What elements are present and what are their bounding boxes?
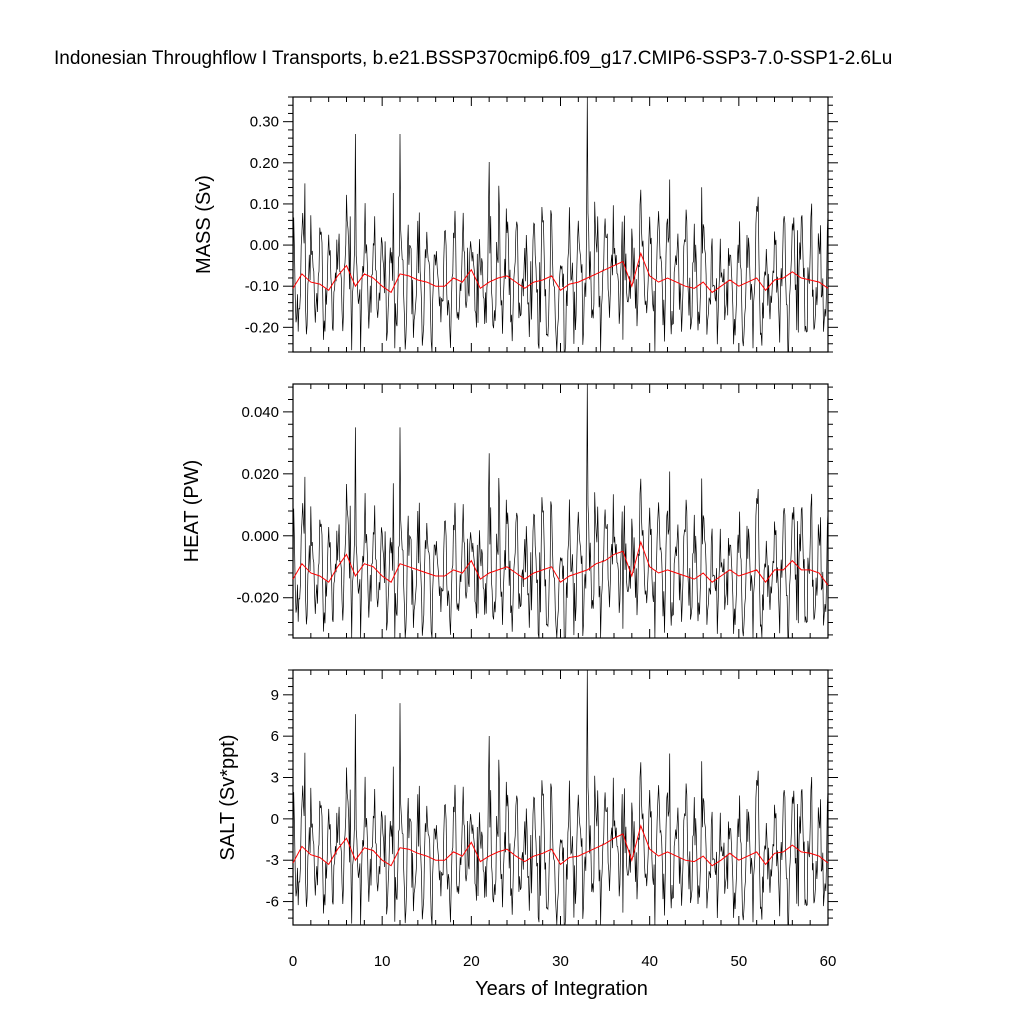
y-tick-label: -0.020 [236,590,279,607]
y-tick-label: -3 [266,852,279,869]
y-axis-title: HEAT (PW) [181,460,203,563]
y-tick-label: 0.30 [250,114,279,131]
x-tick-label: 40 [641,953,658,970]
annual-mean-line [292,824,829,867]
y-tick-label: -0.10 [245,278,279,295]
y-tick-label: 0 [271,811,279,828]
monthly-series-line [292,96,829,353]
annual-mean-line [292,251,829,294]
annual-mean-line [292,540,829,586]
y-axis-title: MASS (Sv) [193,175,215,274]
y-tick-label: 0.10 [250,196,279,213]
x-tick-label: 20 [463,953,480,970]
y-tick-label: -0.20 [245,319,279,336]
x-tick-label: 50 [730,953,747,970]
x-tick-label: 60 [820,953,837,970]
y-tick-label: 3 [271,770,279,787]
chart-title: Indonesian Throughflow I Transports, b.e… [54,48,893,69]
panel-frame-2 [292,669,829,926]
y-tick-label: 0.20 [250,155,279,172]
x-axis-title: Years of Integration [475,978,648,1000]
y-tick-label: 0.000 [241,528,279,545]
y-tick-label: 0.040 [241,404,279,421]
x-tick-label: 30 [552,953,569,970]
monthly-series-line [292,669,829,926]
y-tick-label: 0.00 [250,237,279,254]
y-tick-label: 9 [271,687,279,704]
panel-frame-1 [292,383,829,639]
y-tick-label: 0.020 [241,466,279,483]
y-axis-title: SALT (Sv*ppt) [217,735,239,861]
panel-frame-0 [292,96,829,353]
x-tick-label: 10 [374,953,391,970]
y-tick-label: 6 [271,728,279,745]
y-tick-label: -6 [266,894,279,911]
x-tick-label: 0 [289,953,297,970]
monthly-series-line [292,383,829,639]
